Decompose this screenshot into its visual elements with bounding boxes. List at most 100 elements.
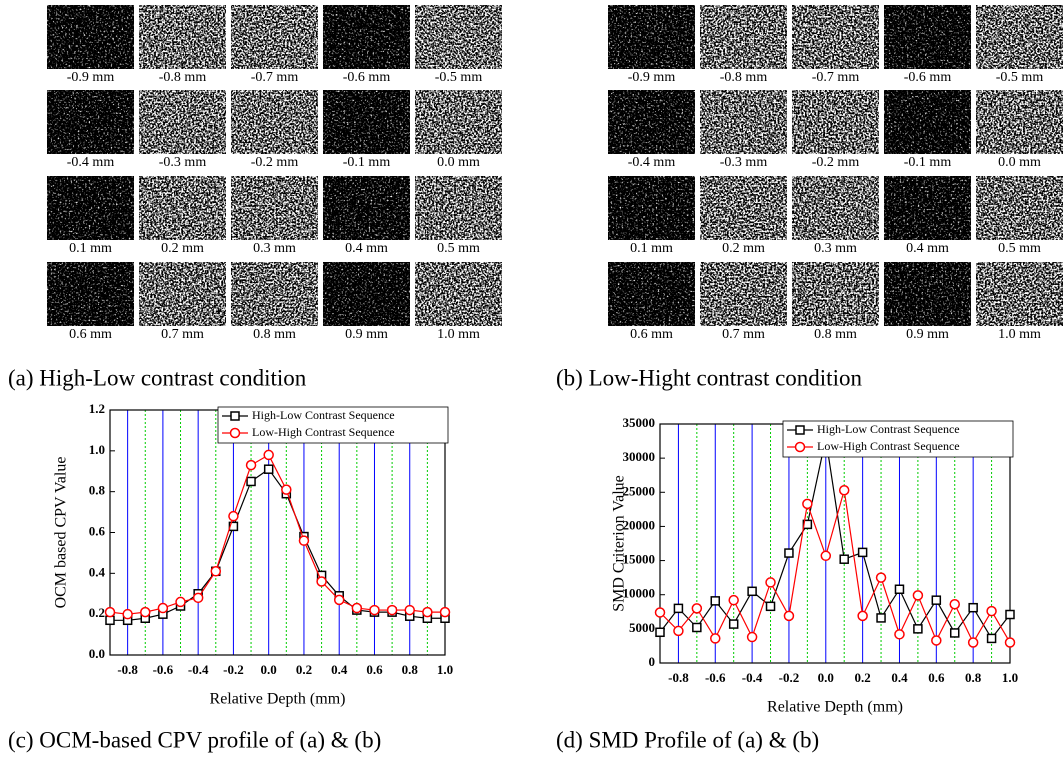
speckle-image	[792, 5, 879, 69]
image-label: 0.6 mm	[630, 327, 673, 342]
speckle-image	[415, 5, 502, 69]
speckle-image	[47, 176, 134, 240]
speckle-image	[415, 176, 502, 240]
point	[316, 576, 327, 587]
point	[298, 535, 310, 546]
legend-marker	[794, 441, 806, 453]
point	[654, 607, 666, 618]
image-label: -0.7 mm	[812, 70, 860, 85]
x-tick-label: 0.0	[261, 662, 277, 677]
speckle-image	[700, 262, 787, 326]
point	[857, 610, 868, 622]
image-label: 0.0 mm	[437, 155, 480, 170]
point	[931, 595, 942, 605]
point	[710, 596, 721, 606]
speckle-image	[47, 5, 134, 69]
speckle-image	[608, 262, 695, 326]
image-label: -0.3 mm	[159, 155, 207, 170]
point	[894, 629, 905, 640]
image-label: -0.8 mm	[159, 70, 207, 85]
x-axis-label: Relative Depth (mm)	[210, 691, 346, 708]
y-tick-label: 0.0	[89, 646, 105, 661]
point	[140, 606, 151, 618]
image-label: -0.5 mm	[435, 70, 483, 85]
legend-marker	[795, 425, 805, 435]
point	[746, 631, 758, 643]
series-line	[109, 454, 445, 615]
x-tick-label: -0.4	[188, 662, 209, 677]
image-label: 0.9 mm	[345, 327, 388, 342]
point	[986, 633, 997, 644]
speckle-image	[139, 90, 226, 154]
point	[857, 547, 868, 558]
speckle-image	[976, 176, 1063, 240]
legend-label: High-Low Contrast Sequence	[252, 408, 395, 422]
image-label: -0.9 mm	[67, 70, 115, 85]
point	[986, 605, 997, 617]
legend-label: High-Low Contrast Sequence	[817, 422, 960, 436]
image-label: -0.9 mm	[628, 70, 676, 85]
point	[967, 637, 979, 648]
speckle-image	[231, 176, 318, 240]
image-label: -0.1 mm	[904, 155, 952, 170]
point	[105, 615, 115, 626]
y-tick-label: 0.8	[89, 483, 106, 498]
point	[1005, 609, 1015, 620]
point	[122, 608, 133, 620]
speckle-image	[415, 90, 502, 154]
point	[404, 604, 415, 616]
y-tick-label: 1.2	[89, 401, 105, 416]
image-label: -0.5 mm	[996, 70, 1044, 85]
image-label: -0.2 mm	[251, 155, 299, 170]
point	[894, 584, 905, 595]
y-axis-label: OCM based CPV Value	[53, 457, 70, 609]
image-label: 0.6 mm	[69, 327, 112, 342]
y-tick-label: 10000	[623, 586, 656, 601]
point	[673, 625, 684, 637]
speckle-image	[47, 262, 134, 326]
x-tick-label: 0.2	[296, 662, 312, 677]
image-label: 1.0 mm	[437, 327, 480, 342]
point	[692, 622, 702, 633]
x-tick-label: 0.0	[818, 670, 834, 685]
speckle-image	[608, 5, 695, 69]
y-tick-label: 0	[649, 654, 656, 669]
point	[228, 521, 239, 532]
panel-caption: (b) Low-Hight contrast condition	[556, 365, 862, 390]
point	[386, 604, 398, 616]
chart-caption: (c) OCM-based CPV profile of (a) & (b)	[8, 727, 381, 752]
speckle-image	[231, 90, 318, 154]
x-axis-label: Relative Depth (mm)	[767, 699, 903, 716]
point	[838, 484, 850, 496]
point	[802, 498, 813, 510]
x-tick-label: 0.4	[891, 670, 908, 685]
speckle-image	[792, 90, 879, 154]
point	[655, 627, 665, 638]
point	[1004, 637, 1016, 648]
x-tick-label: -0.2	[779, 670, 800, 685]
y-tick-label: 5000	[629, 620, 655, 635]
point	[228, 510, 239, 522]
speckle-image	[884, 176, 971, 240]
image-label: 0.1 mm	[69, 241, 112, 256]
speckle-image	[792, 176, 879, 240]
image-label: 0.8 mm	[814, 327, 857, 342]
point	[949, 599, 960, 610]
point	[157, 602, 169, 614]
image-label: -0.1 mm	[343, 155, 391, 170]
point	[820, 550, 832, 562]
x-tick-label: -0.8	[117, 662, 138, 677]
x-tick-label: -0.6	[153, 662, 174, 677]
x-tick-label: -0.2	[223, 662, 244, 677]
point	[175, 596, 186, 608]
speckle-image	[700, 176, 787, 240]
x-tick-label: 0.6	[366, 662, 383, 677]
point	[263, 449, 274, 461]
legend-box	[782, 420, 1014, 458]
speckle-image	[792, 262, 879, 326]
image-label: 0.4 mm	[345, 241, 388, 256]
y-tick-label: 30000	[623, 449, 656, 464]
image-label: 0.5 mm	[998, 241, 1041, 256]
image-label: -0.4 mm	[628, 155, 676, 170]
point	[369, 604, 380, 616]
